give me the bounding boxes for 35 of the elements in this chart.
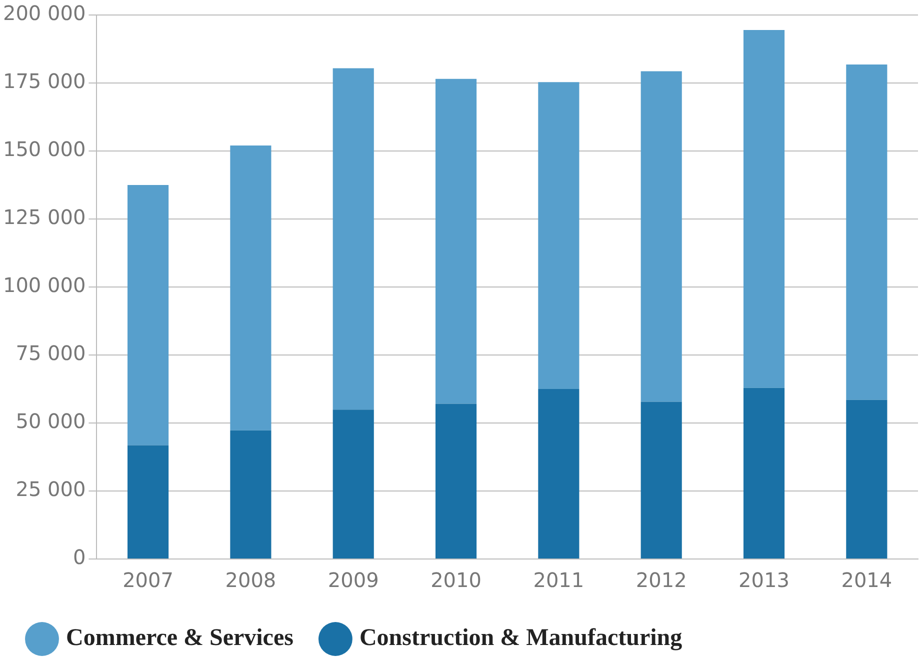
bar: [332, 410, 374, 558]
bar: [435, 78, 477, 404]
y-tick-label: 200 000: [2, 1, 86, 26]
bar: [128, 185, 169, 446]
x-tick-label: 2014: [841, 568, 892, 592]
x-tick-label: 2013: [738, 568, 790, 592]
y-tick-label: 150 000: [2, 137, 86, 162]
bar: [435, 404, 477, 558]
bar: [230, 430, 272, 558]
y-tick-label: 100 000: [2, 273, 86, 298]
bar: [640, 402, 682, 558]
y-tick-label: 175 000: [2, 69, 86, 94]
bar: [230, 146, 272, 430]
bar: [538, 389, 580, 558]
y-tick-label: 50 000: [16, 409, 86, 434]
x-tick-label: 2011: [533, 568, 584, 592]
bar: [743, 388, 785, 558]
x-tick-label: 2012: [636, 568, 687, 592]
y-tick-label: 125 000: [2, 205, 86, 230]
bar: [538, 82, 580, 389]
legend-label: Construction & Manufacturing: [359, 625, 682, 652]
y-tick-label: 75 000: [16, 341, 86, 366]
x-tick-label: 2008: [225, 568, 276, 592]
bar: [640, 71, 682, 402]
bar: [743, 30, 785, 388]
y-tick-label: 0: [72, 545, 86, 570]
x-tick-label: 2007: [122, 568, 174, 592]
legend-label: Commerce & Services: [66, 625, 294, 652]
x-tick-label: 2010: [430, 568, 482, 592]
x-tick-label: 2009: [328, 568, 379, 592]
bar: [846, 400, 888, 558]
bar: [128, 445, 169, 558]
y-tick-label: 25 000: [16, 477, 86, 502]
bar: [846, 64, 888, 400]
bar: [332, 68, 374, 410]
